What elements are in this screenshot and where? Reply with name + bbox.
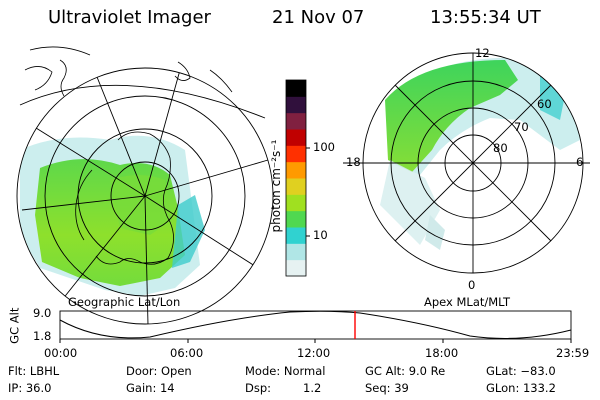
color-scale-bar xyxy=(286,80,306,277)
mlt-label-6: 6 xyxy=(576,155,584,169)
dsp-label: Dsp: xyxy=(245,381,272,395)
colorbar-segment xyxy=(286,259,306,277)
timeline-ytick-1.8: 1.8 xyxy=(33,329,52,343)
gain-info: Gain: 14 xyxy=(126,381,175,395)
colorbar-segment xyxy=(286,96,306,114)
mode-info: Mode: Normal xyxy=(245,364,326,378)
colorbar-tick-100: 100 xyxy=(313,140,335,154)
dsp-value: 1.2 xyxy=(303,381,322,395)
right-map-grid xyxy=(343,52,590,274)
filter-info: Flt: LBHL xyxy=(8,364,60,378)
colorbar-tick-10: 10 xyxy=(313,228,328,242)
mlt-label-18: 18 xyxy=(346,155,361,169)
colorbar-segment xyxy=(286,112,306,130)
timeline-ytick-9: 9.0 xyxy=(33,306,52,320)
colorbar-segment xyxy=(286,161,306,179)
colorbar-unit-label: photon cm⁻²s⁻¹ xyxy=(269,139,283,233)
mlat-label-80: 80 xyxy=(493,141,508,155)
timeline-xtick-1200: 12:00 xyxy=(297,346,331,360)
timeline-xtick-0000: 00:00 xyxy=(44,346,78,360)
seq-info: Seq: 39 xyxy=(365,381,409,395)
right-map-caption: Apex MLat/MLT xyxy=(424,295,511,309)
colorbar-segment xyxy=(286,145,306,163)
instrument-title: Ultraviolet Imager xyxy=(48,7,211,28)
colorbar-segment xyxy=(286,178,306,195)
ip-info: IP: 36.0 xyxy=(8,381,52,395)
colorbar-segment xyxy=(286,194,306,212)
date-label: 21 Nov 07 xyxy=(272,7,365,28)
mlt-label-0: 0 xyxy=(468,278,476,292)
colorbar-segment xyxy=(286,210,306,228)
left-map-caption: Geographic Lat/Lon xyxy=(68,295,181,309)
glon-info: GLon: 133.2 xyxy=(486,381,556,395)
colorbar-segment xyxy=(286,243,306,261)
continent-outlines xyxy=(24,59,233,265)
mlat-label-60: 60 xyxy=(537,97,552,111)
colorbar-segment xyxy=(286,80,306,97)
timeline-ylabel: GC Alt xyxy=(7,307,22,344)
timeline-xtick-2359: 23:59 xyxy=(556,346,590,360)
door-info: Door: Open xyxy=(126,364,192,378)
timeline-xtick-1800: 18:00 xyxy=(425,346,459,360)
mlt-label-12: 12 xyxy=(475,46,490,60)
glat-info: GLat: −83.0 xyxy=(486,364,556,378)
colorbar-segment xyxy=(286,227,306,244)
colorbar-segment xyxy=(286,129,306,146)
gc-alt-info: GC Alt: 9.0 Re xyxy=(365,364,446,378)
orbit-altitude-plot xyxy=(59,310,572,343)
timeline-xtick-0600: 06:00 xyxy=(170,346,204,360)
time-label: 13:55:34 UT xyxy=(430,7,541,28)
left-map-grid xyxy=(16,46,274,325)
left-aurora-image xyxy=(20,135,205,296)
mlat-label-70: 70 xyxy=(514,120,529,134)
